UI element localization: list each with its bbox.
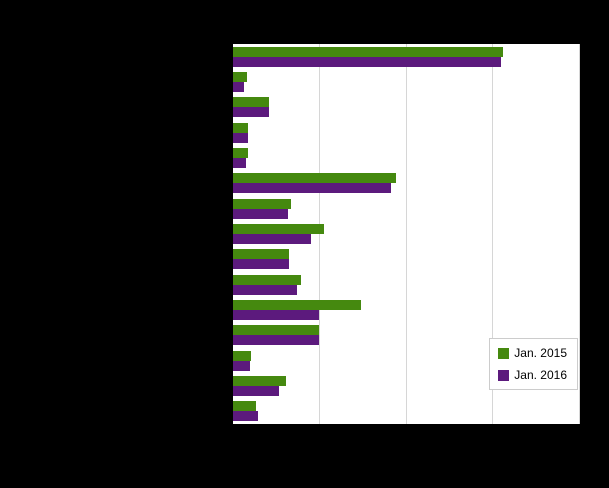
- legend-swatch-jan-2015: [498, 347, 510, 359]
- gridline: [492, 44, 494, 424]
- legend-swatch-jan-2016: [498, 369, 510, 381]
- bar-jan-2016: [233, 360, 251, 371]
- gridlines: [233, 44, 580, 424]
- bar-jan-2015: [233, 401, 256, 412]
- bar-jan-2015: [233, 375, 286, 386]
- bar-jan-2015: [233, 198, 292, 209]
- bar-jan-2015: [233, 97, 269, 108]
- bar-jan-2016: [233, 107, 269, 118]
- bar-groups: [233, 44, 580, 424]
- bar-jan-2016: [233, 183, 391, 194]
- bar-jan-2015: [233, 173, 397, 184]
- bar-jan-2015: [233, 274, 301, 285]
- bar-group: [233, 95, 580, 120]
- bar-jan-2015: [233, 147, 248, 158]
- bar-jan-2015: [233, 299, 361, 310]
- legend: Jan. 2015 Jan. 2016: [489, 338, 578, 390]
- bar-group: [233, 221, 580, 246]
- bar-group: [233, 373, 580, 398]
- bar-jan-2016: [233, 56, 502, 67]
- bar-jan-2016: [233, 385, 279, 396]
- bar-jan-2015: [233, 223, 325, 234]
- bar-jan-2015: [233, 122, 248, 133]
- bar-jan-2015: [233, 350, 252, 361]
- legend-label-jan-2016: Jan. 2016: [514, 368, 567, 382]
- gridline: [405, 44, 407, 424]
- bar-group: [233, 44, 580, 69]
- bar-group: [233, 145, 580, 170]
- bar-jan-2016: [233, 132, 248, 143]
- bar-group: [233, 120, 580, 145]
- bar-jan-2015: [233, 249, 289, 260]
- bar-jan-2016: [233, 259, 289, 270]
- bar-jan-2015: [233, 46, 503, 57]
- bar-group: [233, 297, 580, 322]
- bar-group: [233, 196, 580, 221]
- bar-jan-2016: [233, 309, 319, 320]
- bar-jan-2015: [233, 325, 319, 336]
- gridline: [579, 44, 580, 424]
- bar-group: [233, 247, 580, 272]
- legend-item-jan-2015: Jan. 2015: [498, 346, 567, 360]
- bar-group: [233, 171, 580, 196]
- plot-area: Jan. 2015 Jan. 2016: [233, 44, 580, 424]
- bar-jan-2015: [233, 71, 247, 82]
- bar-group: [233, 323, 580, 348]
- legend-label-jan-2015: Jan. 2015: [514, 346, 567, 360]
- bar-group: [233, 399, 580, 424]
- bar-group: [233, 348, 580, 373]
- legend-item-jan-2016: Jan. 2016: [498, 368, 567, 382]
- bar-jan-2016: [233, 411, 259, 422]
- bar-jan-2016: [233, 157, 246, 168]
- bar-jan-2016: [233, 335, 319, 346]
- bar-group: [233, 69, 580, 94]
- bar-group: [233, 272, 580, 297]
- bar-jan-2016: [233, 284, 298, 295]
- bar-jan-2016: [233, 233, 312, 244]
- bar-jan-2016: [233, 81, 245, 92]
- bar-jan-2016: [233, 208, 288, 219]
- gridline: [318, 44, 320, 424]
